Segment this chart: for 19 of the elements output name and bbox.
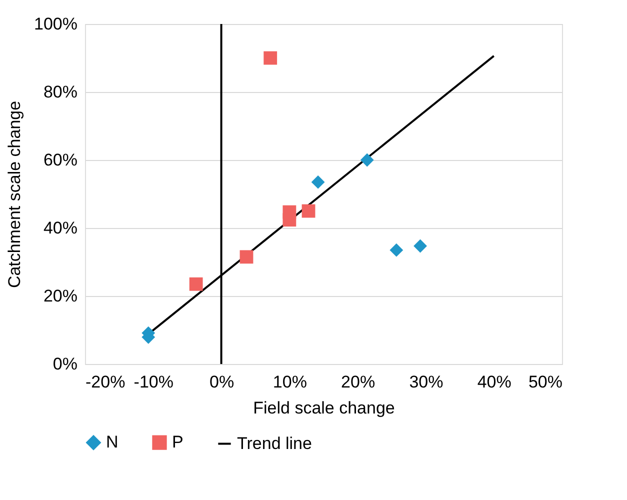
y-tick-label: 40% [43, 218, 78, 238]
legend-label: Trend line [237, 434, 312, 453]
x-tick-label: -20% [86, 372, 126, 392]
x-tick-label: 50% [528, 372, 562, 392]
x-tick-label: 40% [477, 372, 512, 392]
x-tick-label: 0% [209, 372, 234, 392]
y-tick-label: 100% [34, 14, 78, 34]
y-tick-label: 60% [43, 150, 78, 170]
x-axis-title: Field scale change [253, 398, 395, 418]
x-tick-label: 20% [341, 372, 376, 392]
y-tick-label: 20% [43, 286, 78, 306]
y-axis-title: Catchment scale change [5, 100, 24, 288]
legend-label: P [172, 432, 184, 452]
legend-label: N [106, 432, 118, 452]
y-tick-label: 80% [43, 82, 78, 102]
x-tick-label: 30% [409, 372, 444, 392]
y-tick-label: 0% [52, 354, 78, 374]
x-tick-label: -10% [134, 372, 174, 392]
x-tick-label: 10% [272, 372, 307, 392]
